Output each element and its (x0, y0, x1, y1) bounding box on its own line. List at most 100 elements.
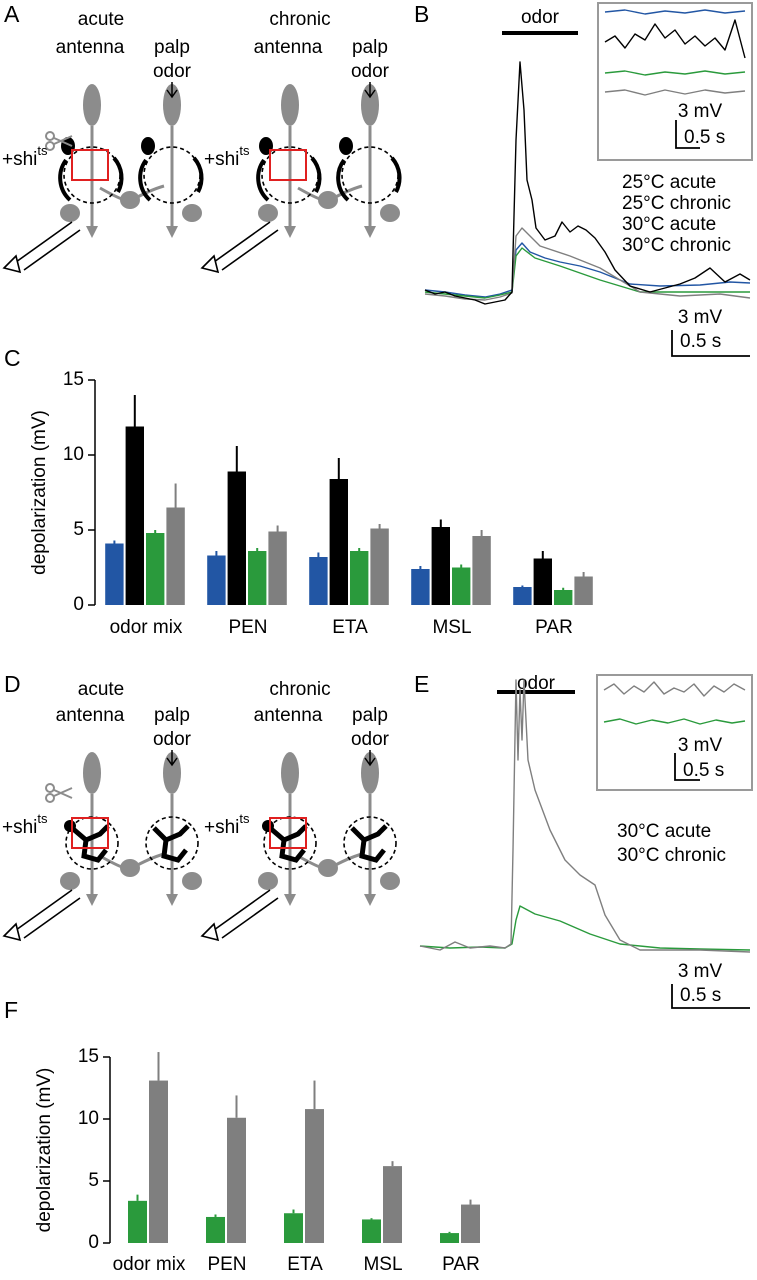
bar (166, 507, 185, 605)
scale-bar (671, 330, 750, 357)
circuit (200, 82, 402, 274)
panel-letter: B (414, 1, 429, 27)
legend-entry: 25°C acute (622, 172, 716, 193)
y-axis-label: depolarization (mV) (29, 410, 50, 575)
bar (146, 533, 165, 605)
inset-box (596, 674, 753, 791)
trace (604, 70, 746, 76)
diagram-d: acute antenna palp odor +shits chronic a… (2, 679, 400, 940)
label: antenna (254, 705, 323, 726)
scale-bar (671, 984, 750, 1009)
bar (268, 531, 287, 605)
diagram-a: acute antenna palp odor +shits chronic a… (2, 9, 402, 274)
label: palp (352, 37, 388, 58)
x-tick-label: MSL (363, 1254, 402, 1275)
scale-label: 3 mV (678, 307, 723, 328)
panel-letter: D (4, 671, 21, 697)
bar (370, 528, 389, 605)
label: odor (153, 729, 192, 750)
bar (227, 471, 246, 605)
bar (461, 1204, 480, 1243)
arrow (364, 82, 376, 99)
y-tick-label: 0 (73, 594, 84, 615)
label: palp (154, 37, 190, 58)
scale-bar (674, 753, 700, 781)
bar (440, 1233, 459, 1243)
circuit (2, 82, 204, 274)
bar (574, 576, 593, 605)
trace (424, 247, 750, 299)
x-tick-label: PEN (228, 617, 267, 638)
bar (411, 569, 430, 605)
bar (513, 587, 532, 605)
condition: chronic (269, 9, 330, 30)
x-tick-label: PAR (442, 1254, 480, 1275)
stimulus-label: odor (517, 673, 556, 694)
bar (329, 479, 348, 605)
arrow (166, 750, 178, 767)
bar (554, 590, 573, 605)
trace (424, 242, 751, 298)
bar (431, 527, 450, 605)
bar (248, 551, 267, 605)
bar (227, 1117, 246, 1243)
bar (207, 555, 226, 605)
genotype: +shits (204, 811, 250, 838)
y-tick-label: 10 (63, 444, 84, 465)
trace (419, 679, 751, 953)
label: antenna (254, 37, 323, 58)
scissors (45, 783, 73, 803)
y-tick-label: 10 (78, 1108, 99, 1129)
bar (533, 558, 552, 605)
genotype: +shits (2, 811, 48, 838)
scale-label: 0.5 s (680, 985, 721, 1006)
circuit (4, 752, 202, 940)
trace (419, 905, 751, 951)
x-tick-label: ETA (287, 1254, 323, 1275)
circuit (202, 752, 400, 940)
bar (362, 1219, 381, 1243)
legend-entry: 30°C chronic (617, 845, 726, 866)
x-tick-label: PEN (207, 1254, 246, 1275)
label: odor (351, 61, 390, 82)
bar (105, 543, 124, 605)
bar (472, 536, 491, 605)
x-tick-label: MSL (432, 617, 471, 638)
bar (128, 1200, 147, 1243)
legend-entry: 25°C chronic (622, 193, 731, 214)
scale-label: 3 mV (678, 961, 723, 982)
bar (125, 426, 144, 605)
condition: acute (78, 679, 124, 700)
label: antenna (56, 705, 125, 726)
label: palp (154, 705, 190, 726)
scale-bar (675, 120, 700, 149)
scale-label: 3 mV (678, 735, 723, 756)
trace (604, 19, 746, 59)
y-axis-label: depolarization (mV) (34, 1068, 55, 1233)
condition: chronic (269, 679, 330, 700)
x-tick-label: PAR (535, 617, 573, 638)
arrow (166, 82, 178, 99)
scale-label: 0.5 s (683, 760, 724, 781)
legend-entry: 30°C acute (617, 821, 711, 842)
panel-letter: E (414, 671, 429, 697)
panel-letter: F (4, 997, 18, 1023)
y-tick-label: 0 (88, 1232, 99, 1253)
genotype: +shits (2, 143, 48, 170)
x-tick-label: ETA (332, 617, 368, 638)
legend-entry: 30°C acute (622, 214, 716, 235)
panel-letter: A (4, 1, 20, 27)
y-tick-label: 15 (63, 369, 84, 390)
bar (305, 1109, 324, 1243)
trace-panel-b: odor 3 mV 0.5 s 3 mV 0.5 s (424, 2, 753, 357)
bar (206, 1216, 225, 1243)
label: odor (351, 729, 390, 750)
bar (350, 551, 369, 605)
bar (309, 557, 328, 605)
trace (603, 718, 746, 725)
x-tick-label: odor mix (113, 1254, 186, 1275)
trace (424, 61, 751, 305)
scale-label: 0.5 s (680, 331, 721, 352)
trace (604, 9, 746, 15)
